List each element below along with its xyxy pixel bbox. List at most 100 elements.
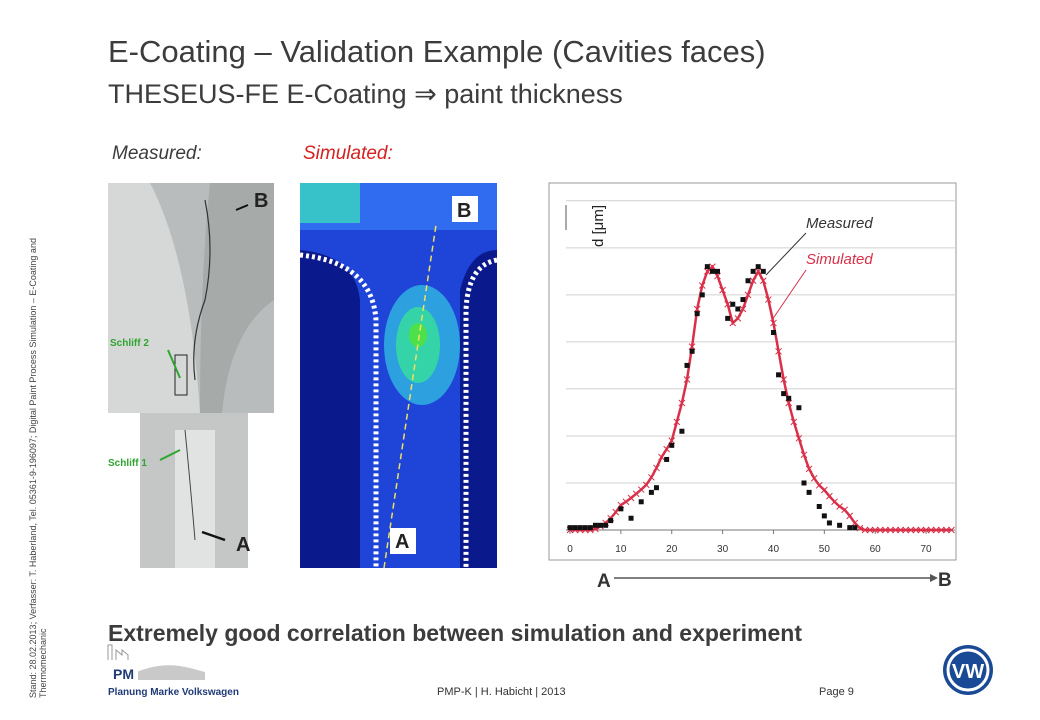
simulated-marker xyxy=(754,267,762,275)
simulated-marker xyxy=(912,526,920,534)
measured-point xyxy=(648,489,654,495)
simulated-label: Simulated: xyxy=(303,143,393,164)
simulated-marker xyxy=(749,277,757,285)
simulated-marker xyxy=(714,272,721,280)
measured-point xyxy=(709,268,715,274)
measured-point xyxy=(730,301,736,307)
simulated-marker xyxy=(927,526,935,534)
measured-point xyxy=(745,278,751,284)
simulated-marker xyxy=(627,494,635,502)
simulated-marker xyxy=(719,286,726,294)
measured-point xyxy=(694,311,700,317)
simulated-marker xyxy=(663,445,671,453)
legend-label: Simulated xyxy=(806,251,873,268)
simulated-marker xyxy=(622,498,630,506)
sidebar-text: Stand: 28.02.2013; Verfasser: T. Haberla… xyxy=(28,238,38,698)
measured-point xyxy=(847,525,853,531)
simulated-marker xyxy=(648,473,655,481)
simulated-marker xyxy=(846,512,854,520)
simulated-marker xyxy=(948,526,955,534)
simulated-marker xyxy=(876,526,884,534)
path-start: A xyxy=(597,571,611,592)
simulated-marker xyxy=(922,526,930,534)
measured-point xyxy=(781,391,787,397)
simulated-marker xyxy=(810,474,818,482)
simulated-marker xyxy=(882,526,889,534)
y-axis-label: d [μm] xyxy=(590,205,607,247)
simulated-marker xyxy=(836,503,843,510)
measured-point xyxy=(577,525,583,531)
measured-point xyxy=(664,456,670,462)
measured-point xyxy=(801,480,807,486)
measured-point xyxy=(755,264,761,270)
simulated-marker xyxy=(673,418,681,426)
simulated-marker xyxy=(805,465,813,473)
simulated-marker xyxy=(612,508,620,516)
conclusion: Extremely good correlation between simul… xyxy=(108,620,802,646)
simulated-marker xyxy=(820,486,828,494)
simulated-marker xyxy=(887,526,894,534)
cut-label: Schliff 1 xyxy=(108,458,147,469)
x-tick-label: 60 xyxy=(870,544,882,555)
simulated-marker xyxy=(759,277,767,285)
legend-leader xyxy=(771,269,807,321)
measured-point xyxy=(587,525,593,531)
title: E-Coating – Validation Example (Cavities… xyxy=(108,34,766,69)
measured-point xyxy=(618,506,624,512)
measured-point xyxy=(669,442,675,448)
measured-point xyxy=(603,522,609,528)
simulated-marker xyxy=(937,526,945,534)
measured-point xyxy=(638,499,644,505)
photo-marker: A xyxy=(236,534,250,556)
simulated-marker xyxy=(724,300,732,308)
measured-point xyxy=(816,503,822,509)
measured-point xyxy=(572,525,578,531)
vw-logo: VW xyxy=(943,645,993,695)
measured-point xyxy=(592,522,598,528)
simulated-marker xyxy=(765,296,772,303)
subtitle: THESEUS-FE E-Coating ⇒ paint thickness xyxy=(108,79,623,109)
photo: B A Schliff 2 Schliff 1 xyxy=(108,183,274,568)
simulated-marker xyxy=(943,526,950,534)
measured-point xyxy=(582,525,588,531)
measured-point xyxy=(786,395,792,401)
measured-point xyxy=(821,513,827,519)
simulated-marker xyxy=(683,376,691,383)
simulated-marker xyxy=(897,526,904,534)
simulated-marker xyxy=(861,526,869,534)
measured-point xyxy=(750,268,756,274)
measured-point xyxy=(826,520,832,526)
simulated-marker xyxy=(653,464,660,472)
simulation-image: B A xyxy=(299,183,498,569)
simulated-marker xyxy=(902,526,910,534)
measured-point xyxy=(699,292,705,298)
measured-point xyxy=(725,315,731,321)
measured-point xyxy=(684,362,690,368)
simulated-marker xyxy=(770,319,777,327)
measured-point xyxy=(628,515,634,521)
photo-marker: B xyxy=(254,190,268,212)
pm-short: PM xyxy=(113,666,134,682)
simulated-marker xyxy=(734,315,742,322)
simulated-marker xyxy=(693,305,701,313)
measured-point xyxy=(760,268,766,274)
footer-center: PMP-K | H. Habicht | 2013 xyxy=(437,686,566,698)
pm-logo: PM Planung Marke Volkswagen xyxy=(107,644,239,698)
simulated-marker xyxy=(678,399,686,407)
simulated-marker xyxy=(795,434,803,442)
simulated-marker xyxy=(841,506,849,514)
sim-marker: A xyxy=(395,531,409,553)
simulated-marker xyxy=(642,481,650,489)
measured-point xyxy=(776,372,782,378)
simulated-marker xyxy=(851,519,859,527)
page-number: Page 9 xyxy=(819,686,854,698)
measured-point xyxy=(567,525,573,531)
simulated-marker xyxy=(785,399,793,407)
measured-point xyxy=(740,297,746,303)
measured-point xyxy=(653,485,659,491)
measured-point xyxy=(715,268,721,274)
cut-label: Schliff 2 xyxy=(110,338,149,349)
x-tick-label: 30 xyxy=(717,544,729,555)
x-tick-label: 40 xyxy=(768,544,780,555)
